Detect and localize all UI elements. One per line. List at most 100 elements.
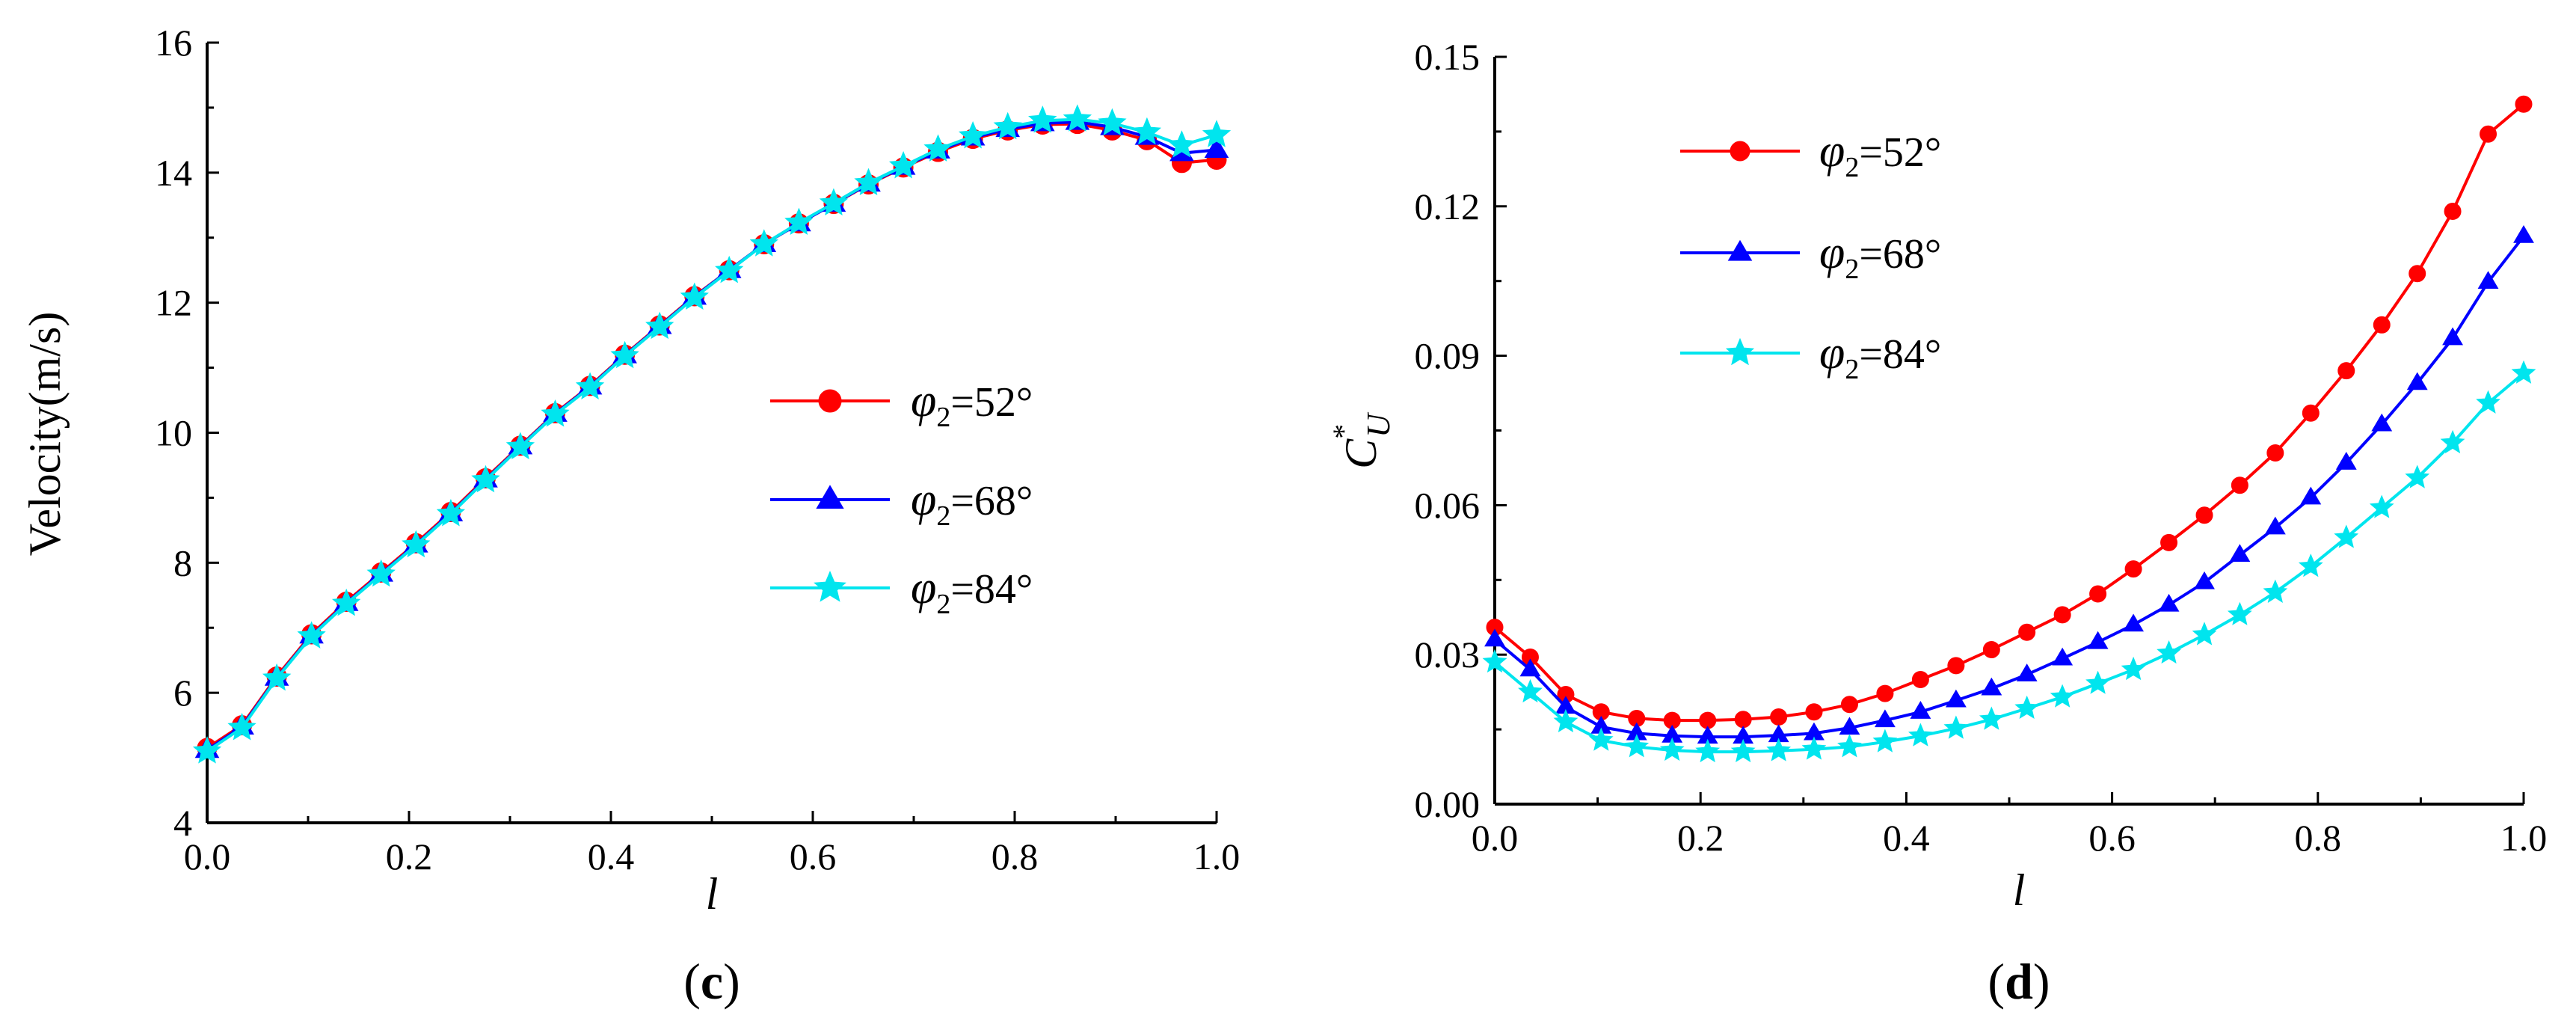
legend-entry-2: φ2=84° xyxy=(770,563,1033,620)
y-tick-label: 0.03 xyxy=(1415,634,1481,675)
chart-d-xlabel: l xyxy=(2013,865,2026,915)
data-point xyxy=(2085,670,2111,694)
data-point xyxy=(2335,452,2357,470)
x-tick-label: 1.0 xyxy=(2500,817,2548,859)
data-point xyxy=(1872,729,1898,752)
y-tick-label: 12 xyxy=(155,282,192,324)
chart-c-tick-labels: 0.0 0.2 0.4 0.6 0.8 1.0 4 6 8 10 12 14 16 xyxy=(155,22,1240,877)
data-point xyxy=(2406,372,2428,390)
data-point xyxy=(2511,360,2536,384)
data-point xyxy=(958,121,988,149)
chart-c-ticks xyxy=(206,41,1218,824)
data-point xyxy=(2018,623,2036,641)
legend-label: φ2=52° xyxy=(911,376,1033,433)
legend-entry-0: φ2=52° xyxy=(770,376,1033,433)
data-point xyxy=(2515,95,2533,113)
chart-d-tick-labels: 0.0 0.2 0.4 0.6 0.8 1.0 0.00 0.03 0.06 0.09 0.12 0.… xyxy=(1415,36,2548,859)
series-line xyxy=(1493,372,2525,754)
chart-d-ylabel: C*U xyxy=(1327,411,1397,469)
chart-c-panel-label: (c) xyxy=(683,953,740,1010)
series-line xyxy=(206,117,1217,753)
data-point xyxy=(1028,105,1057,133)
data-point xyxy=(645,311,674,340)
data-point xyxy=(1519,658,1541,677)
data-point xyxy=(1063,104,1092,132)
data-point xyxy=(888,151,918,179)
data-point xyxy=(2444,202,2462,220)
x-tick-label: 0.8 xyxy=(2295,817,2342,859)
chart-c: 0.0 0.2 0.4 0.6 0.8 1.0 4 6 8 10 12 14 16 l Velocity… xyxy=(20,22,1240,1010)
data-point xyxy=(2334,524,2359,548)
data-point xyxy=(2089,585,2107,603)
legend-entry-0: φ2=52° xyxy=(1680,126,1941,183)
data-point xyxy=(2302,404,2320,422)
data-point xyxy=(575,372,605,399)
data-point xyxy=(331,588,361,616)
chart-c-series xyxy=(192,104,1232,764)
legend-marker xyxy=(1725,337,1755,366)
data-point xyxy=(2480,125,2497,143)
y-tick-label: 14 xyxy=(155,152,192,194)
data-point xyxy=(2440,429,2465,454)
data-point xyxy=(2014,695,2040,720)
data-point xyxy=(1910,701,1931,719)
y-tick-label: 6 xyxy=(173,672,192,714)
chart-d-panel-label: (d) xyxy=(1988,953,2050,1010)
data-point xyxy=(2337,362,2355,380)
data-point xyxy=(2477,271,2499,289)
x-tick-label: 0.0 xyxy=(184,836,231,877)
data-point xyxy=(1730,738,1756,763)
x-tick-label: 0.4 xyxy=(588,836,635,877)
series-0 xyxy=(1486,95,2533,729)
data-point xyxy=(366,559,396,587)
data-point xyxy=(854,168,883,196)
legend-entry-1: φ2=68° xyxy=(1680,227,1941,285)
y-tick-label: 4 xyxy=(173,802,192,844)
data-point xyxy=(2227,601,2252,625)
data-point xyxy=(1945,689,1967,708)
data-point xyxy=(2405,465,2430,488)
data-point xyxy=(2298,554,2323,577)
x-tick-label: 0.8 xyxy=(992,836,1039,877)
data-point xyxy=(715,255,744,283)
chart-d-ticks xyxy=(1493,55,2525,806)
y-tick-label: 0.09 xyxy=(1415,335,1481,377)
data-point xyxy=(1624,734,1650,758)
y-tick-label: 0.15 xyxy=(1415,36,1481,78)
data-point xyxy=(2442,327,2463,346)
legend-marker xyxy=(1727,239,1753,261)
data-point xyxy=(1840,696,1858,714)
y-tick-label: 0.00 xyxy=(1415,783,1481,825)
data-point xyxy=(2160,533,2178,551)
data-point xyxy=(1553,708,1579,733)
data-point xyxy=(993,111,1022,140)
x-tick-label: 0.0 xyxy=(1472,817,1519,859)
data-point xyxy=(784,207,814,236)
data-point xyxy=(2052,647,2074,666)
chart-d-legend: φ2=52° φ2=68° φ2=84° xyxy=(1680,126,1941,385)
data-point xyxy=(2192,622,2217,646)
x-tick-label: 0.4 xyxy=(1883,817,1930,859)
y-tick-label: 16 xyxy=(155,22,192,64)
data-point xyxy=(1659,737,1685,761)
data-point xyxy=(2121,656,2146,681)
legend-label: φ2=68° xyxy=(911,474,1033,532)
legend-entry-2: φ2=84° xyxy=(1680,328,1941,385)
data-point xyxy=(1132,117,1162,145)
data-point xyxy=(505,432,535,459)
data-point xyxy=(227,713,256,741)
data-point xyxy=(2266,444,2284,462)
data-point xyxy=(1482,649,1507,673)
legend-label: φ2=52° xyxy=(1819,126,1941,183)
legend-marker xyxy=(814,571,846,602)
data-point xyxy=(1770,708,1788,726)
series-2 xyxy=(1482,360,2536,763)
data-point xyxy=(1982,641,2000,659)
data-point xyxy=(2263,579,2288,603)
data-point xyxy=(262,663,292,691)
data-point xyxy=(1518,678,1543,703)
data-point xyxy=(610,340,639,369)
data-point xyxy=(2087,631,2109,649)
data-point xyxy=(1098,108,1127,136)
